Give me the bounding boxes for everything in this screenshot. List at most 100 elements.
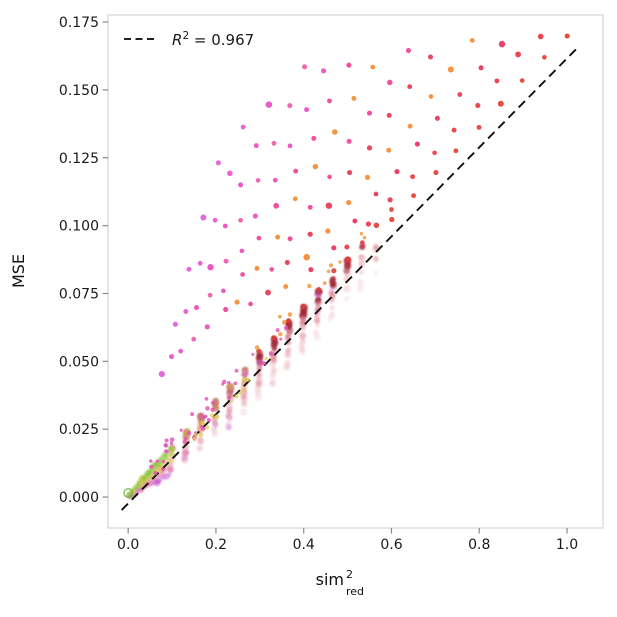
ray-point [238,182,244,188]
ray-point [287,103,293,109]
ray-point [221,288,226,294]
cluster-point [147,468,154,475]
x-tick-label: 0.0 [117,537,139,553]
speckle-point [278,331,283,337]
ray-point [307,204,313,210]
streak-point [226,416,233,423]
ray-point [307,231,313,237]
ray-point [227,170,233,177]
ray-point [252,213,258,219]
speckle-point [275,328,280,333]
streak-point [356,285,364,293]
ray-point [325,202,333,209]
x-tick-label: 0.4 [293,537,315,553]
speckle-point [264,357,268,361]
ray-point [272,177,278,183]
plot-frame [107,14,604,529]
streak-point [228,383,235,391]
ray-point [256,235,262,241]
ray-point [407,84,413,90]
speckle-point [234,368,239,373]
fit-line [120,45,580,511]
cluster-point [147,479,154,486]
speckle-point [153,471,158,476]
legend-label-base: R [172,31,182,49]
ray-point [292,196,298,202]
ray-point [275,234,281,240]
speckle-point [234,394,239,399]
ray-point [394,169,400,175]
speckle-point [338,260,342,264]
streak-point [343,262,352,270]
streak-point [285,334,291,340]
y-tick-label: 0.175 [59,15,99,31]
streak-point [299,340,306,347]
cluster-point [136,483,141,489]
speckle-point [200,421,205,426]
speckle-point [238,391,242,396]
ray-point [222,223,228,229]
speckle-point [245,377,251,382]
speckle-point [251,352,255,356]
ray-point [204,324,210,330]
ray-point [411,193,417,199]
streak-point [225,421,232,428]
streak-point [225,402,233,410]
ray-point [519,78,525,83]
streak-point [241,395,247,401]
streak-point [313,331,320,338]
legend-label: R2 = 0.967 [172,30,254,49]
ray-point [325,228,331,234]
speckle-point [205,406,210,411]
ray-point [469,38,475,43]
ray-point [287,236,293,242]
origin-cluster-points-layer [126,445,175,500]
speckle-point [222,379,227,384]
ray-point [346,138,352,144]
ray-point [302,64,308,70]
speckle-point [268,351,274,356]
legend: R2 = 0.967 [124,30,254,49]
ray-point [476,124,482,130]
speckle-point [169,441,174,445]
ray-point [365,221,371,227]
speckle-point [204,397,209,401]
y-tick-label: 0.025 [59,422,99,438]
ray-point [240,272,245,277]
ray-point [269,267,275,272]
ray-point [287,143,293,149]
ray-point [428,94,434,99]
x-axis-label-superscript: 2 [346,568,353,581]
ray-point [478,65,484,71]
ray-point [405,47,412,54]
streak-point [358,244,366,251]
ray-point [265,101,273,108]
streak-point [373,256,379,263]
legend-label-value: = 0.967 [189,31,254,49]
ray-point [212,217,218,223]
ray-point [346,200,352,206]
streak-point [269,374,276,381]
cluster-point [155,479,161,485]
streak-point [316,299,321,305]
axis-ticks-layer: 0.0 0.2 0.4 0.6 0.8 1.0 0.000 0.025 0.050 0.075 0.… [59,15,578,553]
ray-point [451,127,457,133]
streak-point [256,359,264,367]
ray-point [351,95,357,101]
speckle-point [281,319,287,325]
speckle-point [202,415,206,419]
ray-point [197,260,203,266]
streak-point [239,408,248,416]
streak-point [269,379,276,386]
ray-point [193,305,200,311]
ray-point [360,240,365,245]
cluster-point [167,445,175,453]
speckle-point [161,459,166,464]
streak-point [256,353,262,359]
ray-point [432,150,437,156]
ray-point [433,170,439,176]
ray-point [387,79,393,86]
y-axis-label: MSE [9,254,28,288]
speckle-point [149,464,154,469]
